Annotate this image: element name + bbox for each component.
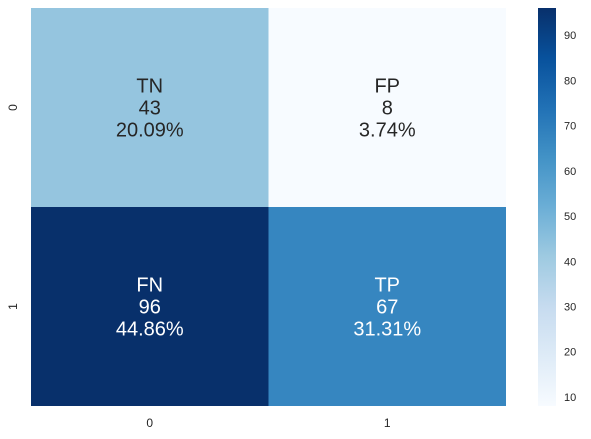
cell-label-tp: TP [374,275,400,297]
cell-label-fn: FN [136,275,163,297]
cell-percent-tp: 31.31% [353,319,421,341]
colorbar-tick-label-90: 90 [564,30,576,42]
y-tick-label-0: 0 [6,104,20,111]
heatmap-cell-fp [268,8,506,207]
y-axis-ticks: 01 [6,104,20,310]
x-tick-label-1: 1 [384,416,391,430]
cell-percent-fn: 44.86% [116,319,184,341]
colorbar-tick-label-10: 10 [564,392,576,404]
cell-value-tn: 43 [139,98,161,120]
cell-label-fp: FP [374,76,400,98]
cell-value-tp: 67 [376,297,398,319]
heatmap-cell-tn [31,8,269,207]
cell-label-tn: TN [136,76,163,98]
colorbar [538,8,556,406]
cell-percent-tn: 20.09% [116,120,184,142]
heatmap-cells [31,8,506,406]
heatmap-cell-tp [268,207,506,406]
cell-percent-fp: 3.74% [359,120,416,142]
colorbar-ticks: 10 20 30 40 50 60 70 80 90 [564,30,576,404]
y-tick-label-1: 1 [6,303,20,310]
heatmap-cell-fn [31,207,269,406]
colorbar-tick-label-80: 80 [564,75,576,87]
colorbar-tick-label-40: 40 [564,256,576,268]
colorbar-tick-label-20: 20 [564,347,576,359]
colorbar-tick-label-60: 60 [564,166,576,178]
colorbar-tick-label-70: 70 [564,121,576,133]
cell-value-fn: 96 [139,297,161,319]
colorbar-tick-label-30: 30 [564,302,576,314]
cell-value-fp: 8 [382,98,393,120]
colorbar-tick-label-50: 50 [564,211,576,223]
x-tick-label-0: 0 [146,416,153,430]
